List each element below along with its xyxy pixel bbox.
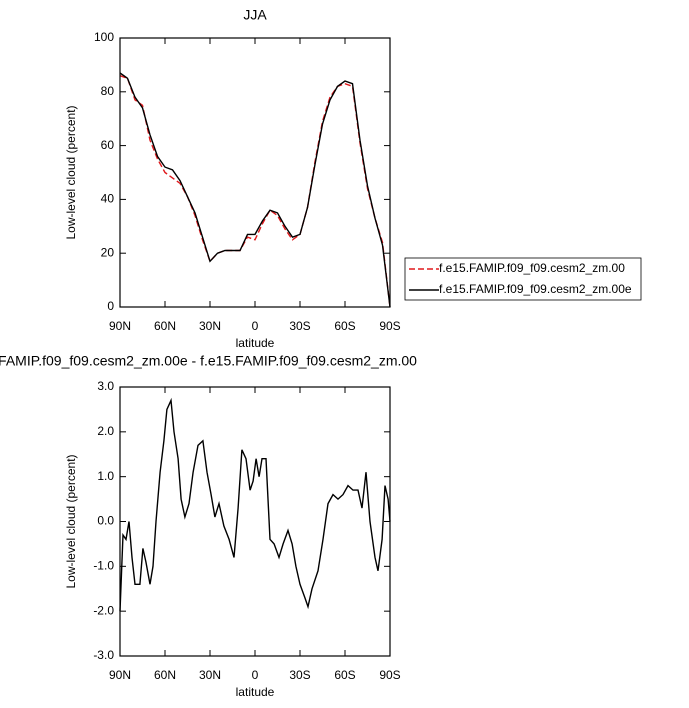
- x-tick-label: 30S: [289, 668, 310, 682]
- x-tick-label: 30N: [199, 668, 221, 682]
- legend-label: f.e15.FAMIP.f09_f09.cesm2_zm.00: [439, 261, 625, 275]
- series-line: [119, 75, 391, 308]
- y-axis-label: Low-level cloud (percent): [64, 454, 78, 588]
- x-tick-label: 60N: [154, 319, 176, 333]
- y-tick-label: 0.0: [97, 514, 114, 528]
- x-tick-label: 60S: [334, 319, 355, 333]
- x-axis-label: latitude: [236, 685, 275, 699]
- y-tick-label: 0: [107, 299, 114, 313]
- legend-label: f.e15.FAMIP.f09_f09.cesm2_zm.00e: [439, 282, 632, 296]
- y-tick-label: 2.0: [97, 424, 114, 438]
- x-tick-label: 90S: [379, 319, 400, 333]
- legend-box: [404, 257, 642, 301]
- plot-frame: [119, 386, 391, 657]
- y-tick-label: -3.0: [93, 648, 114, 662]
- y-tick-label: 1.0: [97, 469, 114, 483]
- y-axis-label: Low-level cloud (percent): [64, 105, 78, 239]
- series-line: [119, 397, 391, 612]
- y-tick-label: 20: [101, 245, 115, 259]
- chart-title: JJA: [243, 7, 267, 23]
- y-tick-label: -2.0: [93, 603, 114, 617]
- chart-title: f.e15.FAMIP.f09_f09.cesm2_zm.00e - f.e15…: [0, 353, 417, 369]
- y-tick-label: 100: [94, 30, 114, 44]
- y-tick-label: 3.0: [97, 379, 114, 393]
- x-tick-label: 90S: [379, 668, 400, 682]
- x-tick-label: 30N: [199, 319, 221, 333]
- x-tick-label: 0: [252, 668, 259, 682]
- x-tick-label: 90N: [109, 319, 131, 333]
- x-tick-label: 60S: [334, 668, 355, 682]
- x-tick-label: 90N: [109, 668, 131, 682]
- x-tick-label: 0: [252, 319, 259, 333]
- series-line: [119, 72, 391, 308]
- plot-frame: [119, 37, 391, 308]
- y-tick-label: 60: [101, 138, 115, 152]
- x-tick-label: 30S: [289, 319, 310, 333]
- y-tick-label: 80: [101, 84, 115, 98]
- y-tick-label: -1.0: [93, 559, 114, 573]
- x-tick-label: 60N: [154, 668, 176, 682]
- y-tick-label: 40: [101, 192, 115, 206]
- x-axis-label: latitude: [236, 336, 275, 350]
